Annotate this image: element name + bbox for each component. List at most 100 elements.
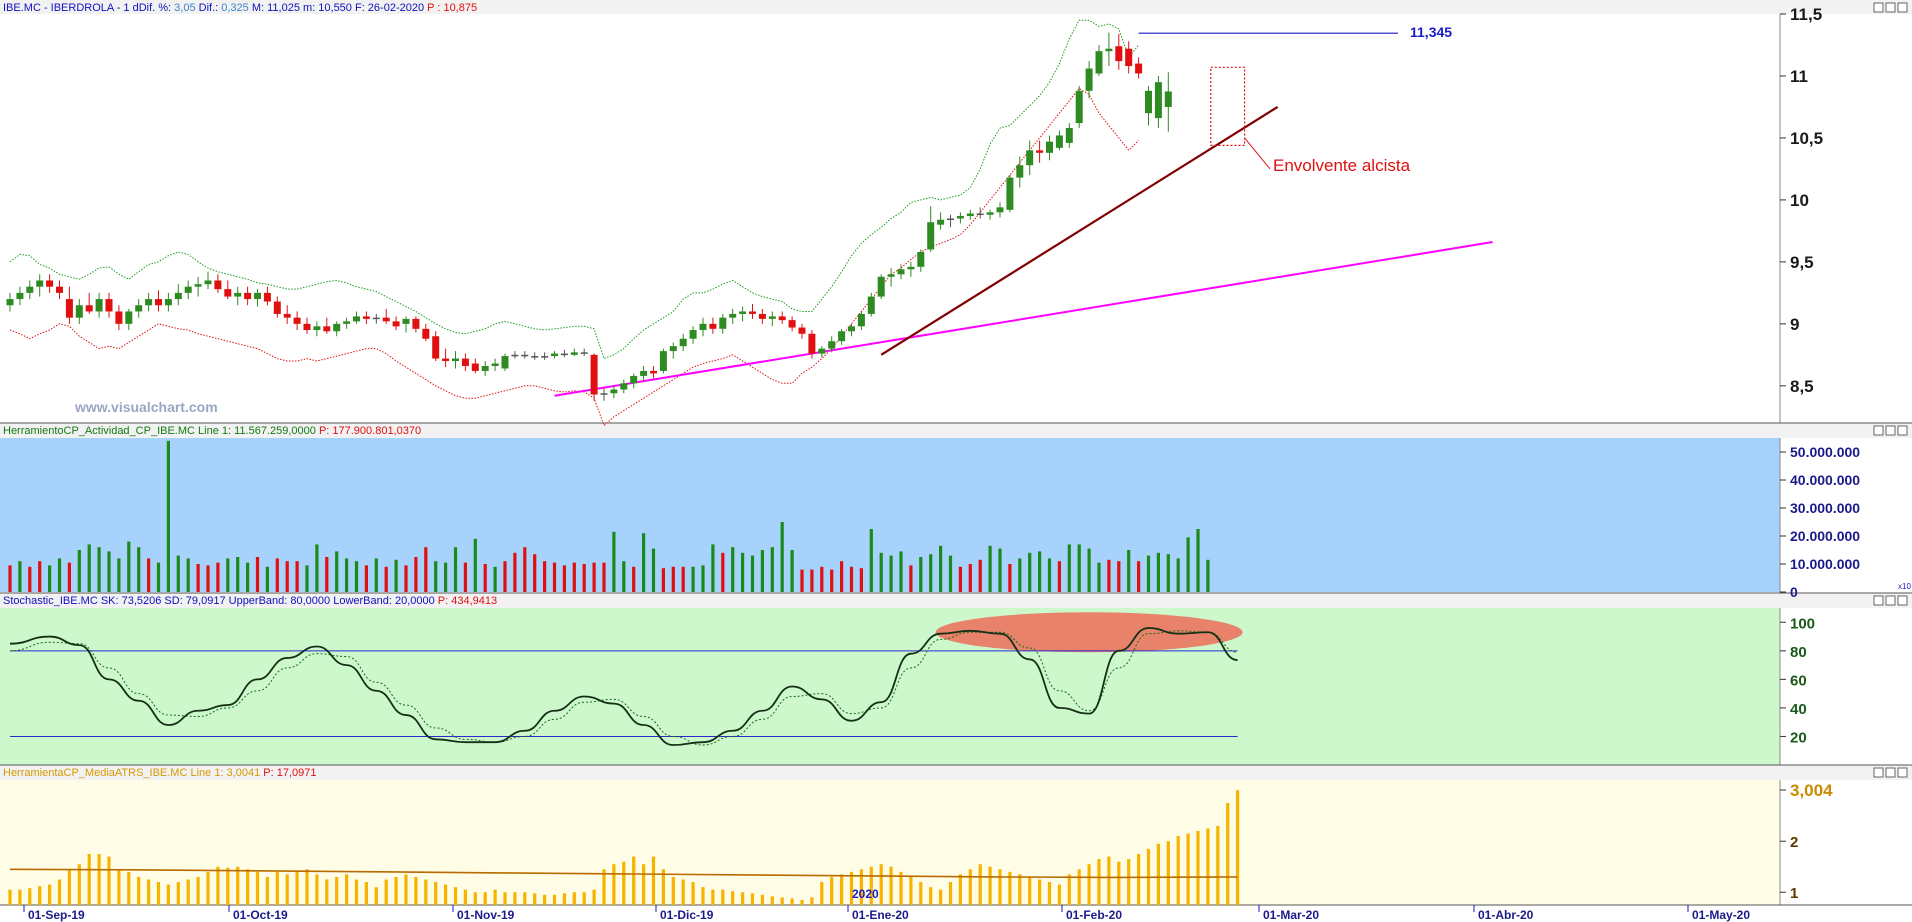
volume-bar	[800, 569, 804, 592]
minimize-icon[interactable]	[1873, 2, 1884, 13]
date-axis: 01-Sep-19 01-Oct-19 01-Nov-19 01-Dic-19 01-E…	[23, 905, 1750, 922]
volume-bar	[424, 547, 428, 592]
atr-bar	[1077, 869, 1081, 905]
atr-bar	[493, 889, 497, 905]
volume-bar	[137, 547, 141, 592]
volume-bar	[572, 562, 576, 592]
maximize-icon[interactable]	[1885, 2, 1896, 13]
candle-body	[729, 313, 737, 318]
atr-bar	[1028, 876, 1032, 905]
candle-body	[36, 280, 44, 287]
header-segment: Dif.:	[196, 2, 222, 14]
volume-bar	[444, 562, 448, 592]
atr-bar	[562, 893, 566, 905]
volume-bar	[117, 558, 121, 592]
candle-body	[719, 317, 727, 329]
volume-bar	[107, 551, 111, 592]
candle-body	[927, 222, 935, 250]
volume-bar	[48, 565, 52, 592]
candle-body	[432, 336, 440, 359]
volume-bar	[305, 565, 309, 592]
atr-bar	[622, 861, 626, 905]
atr-bar	[345, 874, 349, 905]
candle-body	[907, 266, 915, 270]
close-icon[interactable]	[1897, 425, 1908, 436]
date-label: 01-Dic-19	[660, 908, 714, 922]
volume-bar	[434, 561, 438, 592]
close-icon[interactable]	[1897, 2, 1908, 13]
candle-body	[105, 299, 113, 312]
atr-bar	[741, 892, 745, 905]
atr-bar	[958, 874, 962, 905]
volume-tick-label: 50.000.000	[1790, 444, 1860, 460]
volume-bar	[18, 561, 22, 592]
candle-body	[1154, 82, 1162, 119]
atr-bar	[206, 871, 210, 905]
atr-header-bar	[0, 765, 1912, 780]
candle-body	[590, 354, 598, 395]
volume-bar	[354, 561, 359, 592]
minimize-icon[interactable]	[1873, 425, 1884, 436]
volume-bar	[67, 562, 71, 592]
atr-bar	[1206, 828, 1210, 905]
candle-body	[343, 321, 351, 324]
volume-bar	[978, 559, 982, 592]
atr-bar	[38, 886, 42, 905]
maximize-icon[interactable]	[1885, 767, 1896, 778]
atr-bar	[721, 889, 725, 905]
minimize-icon[interactable]	[1873, 595, 1884, 606]
atr-tick-label: 1	[1790, 885, 1798, 902]
candle-body	[947, 218, 954, 220]
candle-body	[650, 370, 657, 374]
pattern-annotation: Envolvente alcista	[1273, 156, 1411, 175]
volume-bar	[1166, 554, 1170, 592]
close-icon[interactable]	[1897, 595, 1908, 606]
atr-bar	[107, 856, 111, 905]
candle-body	[501, 356, 509, 369]
candle-body	[234, 292, 242, 297]
atr-bar	[77, 864, 81, 905]
atr-bar	[879, 864, 883, 905]
volume-tick-label: 0	[1790, 584, 1798, 600]
date-label: 01-Mar-20	[1263, 908, 1319, 922]
stoch-sk-line	[9, 627, 1238, 746]
trend-lines[interactable]	[554, 32, 1493, 397]
price-tick-label: 8,5	[1790, 377, 1814, 396]
volume-bar	[1206, 559, 1210, 592]
volume-scale-note: x10	[1898, 582, 1911, 591]
atr-bar	[1156, 843, 1160, 905]
candle-body	[956, 216, 964, 219]
volume-bar	[919, 557, 923, 592]
maximize-icon[interactable]	[1885, 595, 1896, 606]
price-header-text: IBE.MC - IBERDROLA - 1 dDif. %: 3,05 Dif…	[3, 2, 477, 14]
atr-bar	[760, 894, 764, 905]
volume-bar	[879, 552, 883, 592]
maximize-icon[interactable]	[1885, 425, 1896, 436]
atr-bar	[1057, 884, 1061, 905]
atr-bar	[394, 876, 398, 905]
atr-bar	[948, 882, 953, 905]
volume-bar	[1028, 552, 1032, 592]
candle-body	[986, 212, 994, 215]
candle-body	[699, 323, 707, 331]
stoch-tick-label: 20	[1790, 729, 1807, 746]
atr-bar	[404, 874, 408, 905]
atr-bar	[127, 871, 131, 905]
candle-body	[937, 219, 945, 225]
volume-bar	[840, 561, 844, 592]
volume-bar	[731, 547, 735, 592]
header-segment: HerramientaCP_MediaATRS_IBE.MC Line 1: 3…	[3, 767, 263, 779]
volume-bar	[176, 555, 180, 592]
atr-bar	[8, 889, 12, 905]
minimize-icon[interactable]	[1873, 767, 1884, 778]
atr-bar	[275, 871, 279, 905]
atr-bar	[384, 879, 388, 905]
close-icon[interactable]	[1897, 767, 1908, 778]
volume-bar	[1186, 537, 1190, 592]
atr-bar	[691, 882, 695, 905]
atr-bar	[48, 884, 52, 905]
atr-bar	[602, 869, 606, 905]
stoch-tick-label: 40	[1790, 701, 1807, 718]
